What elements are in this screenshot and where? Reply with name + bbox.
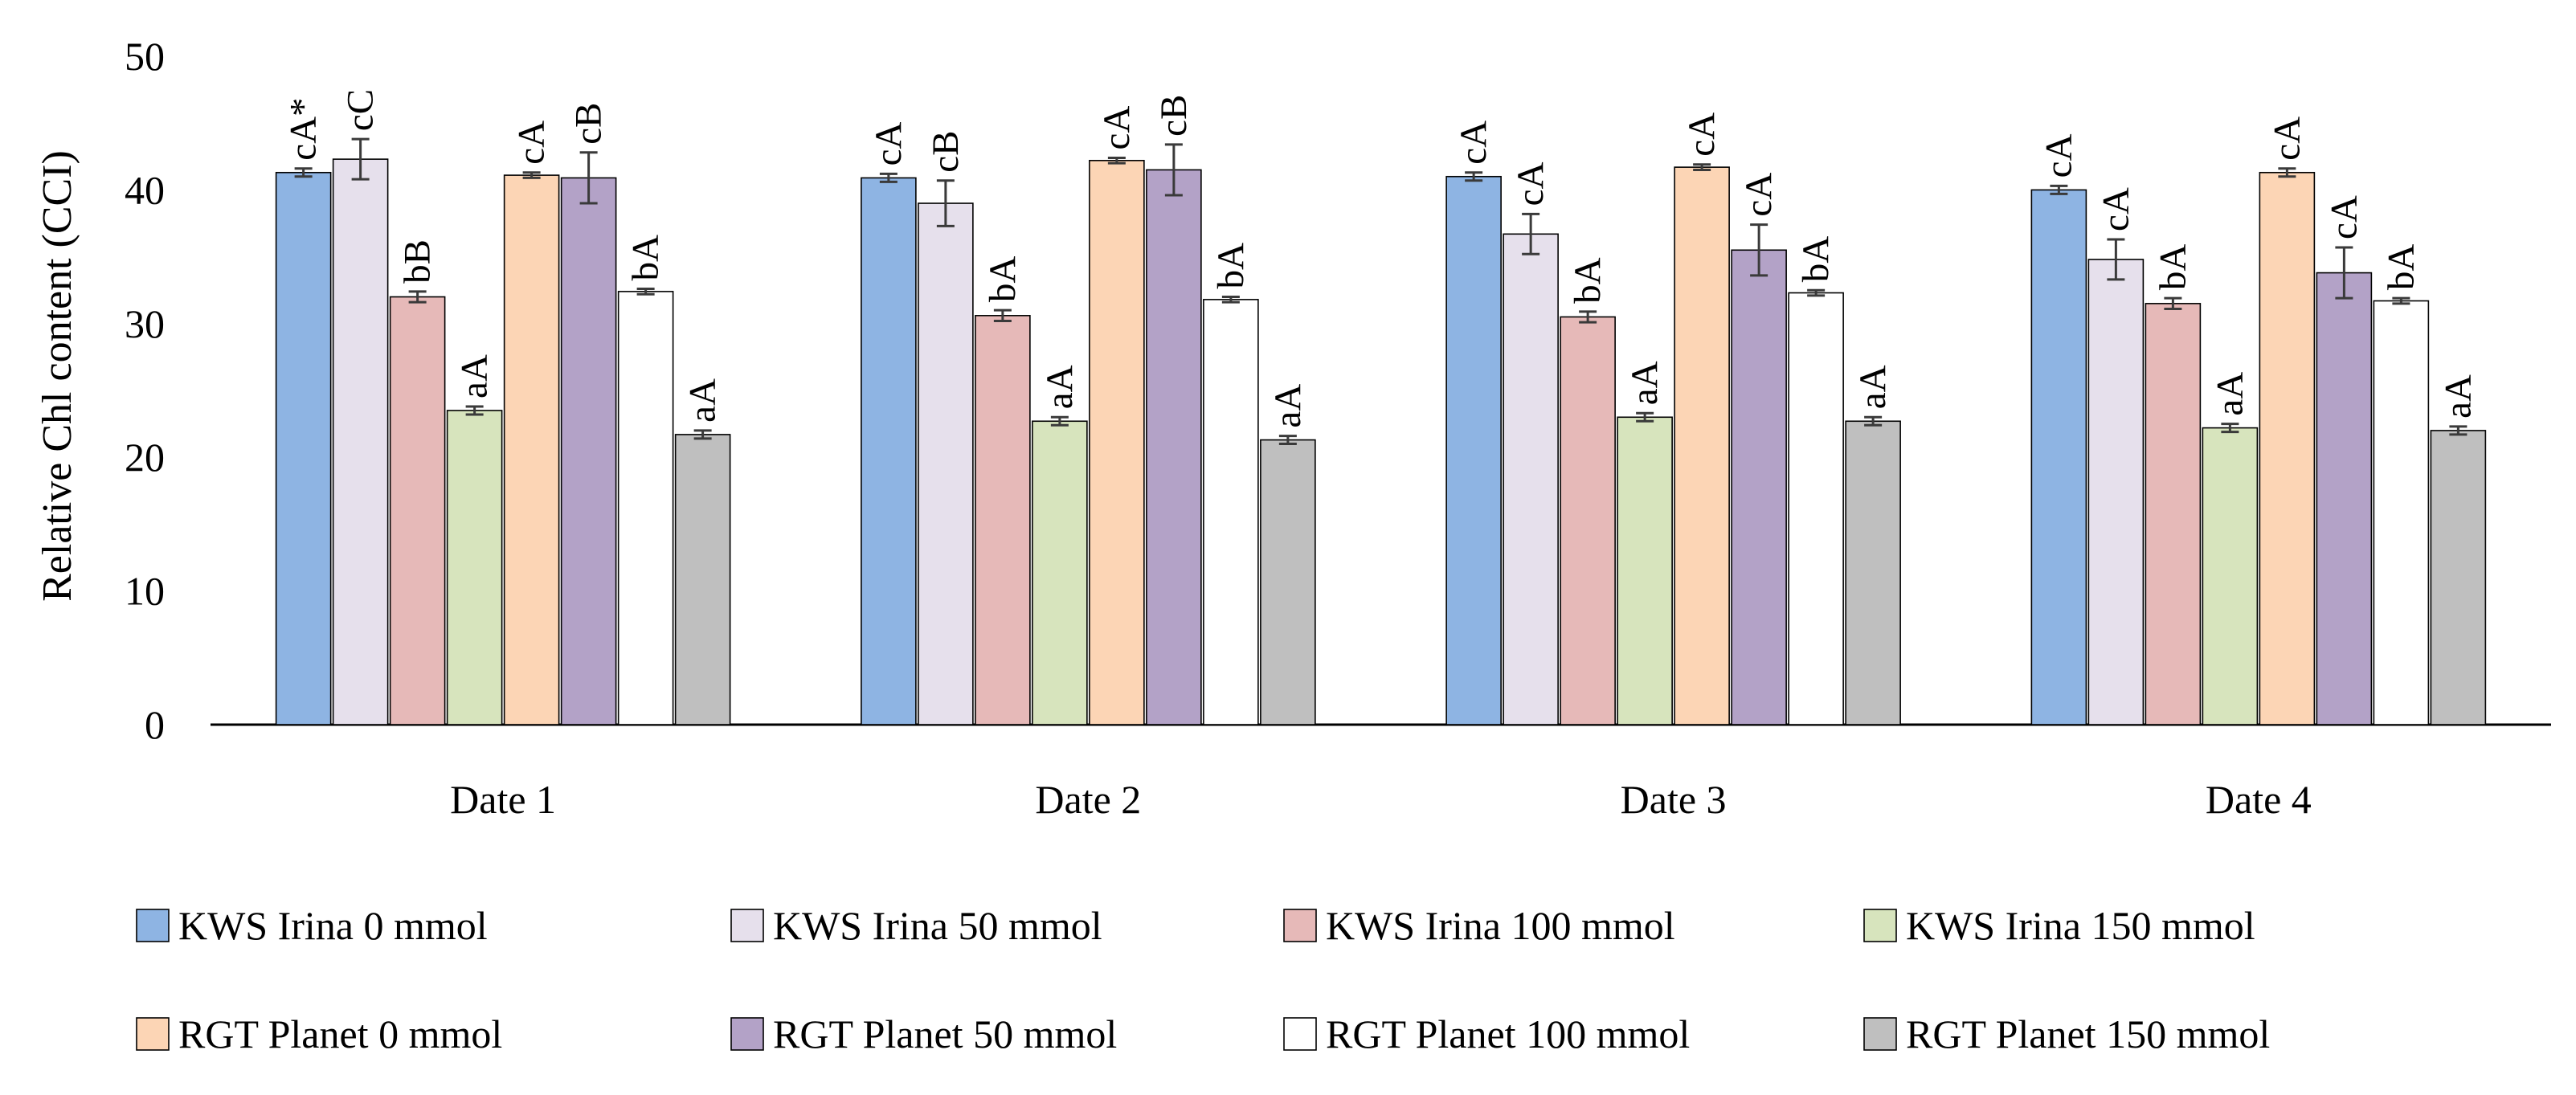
y-tick-label: 40 bbox=[125, 167, 165, 212]
data-label: cA bbox=[2323, 195, 2365, 239]
bar bbox=[2202, 427, 2259, 725]
data-label: aA bbox=[2437, 374, 2479, 419]
bar bbox=[2087, 259, 2145, 725]
legend-item-label: KWS Irina 100 mmol bbox=[1326, 903, 1675, 948]
bar bbox=[2259, 171, 2316, 725]
data-label: cB bbox=[1153, 95, 1195, 137]
bar bbox=[1089, 159, 1145, 725]
data-label: bA bbox=[2152, 244, 2194, 291]
bar bbox=[2030, 189, 2087, 725]
data-label: aA bbox=[2209, 372, 2251, 416]
bar bbox=[560, 177, 617, 725]
data-label: bB bbox=[397, 239, 439, 284]
bar bbox=[1445, 175, 1502, 725]
bar bbox=[617, 291, 674, 725]
legend-swatch bbox=[1283, 909, 1317, 942]
data-label: cA bbox=[868, 122, 910, 166]
y-tick-label: 0 bbox=[145, 702, 165, 747]
legend-item-label: RGT Planet 50 mmol bbox=[773, 1011, 1117, 1056]
data-label: bA bbox=[625, 235, 667, 281]
data-label: cA bbox=[2095, 187, 2136, 231]
bar bbox=[2316, 272, 2373, 725]
data-label: cA bbox=[1510, 161, 1552, 206]
data-label: cA bbox=[2266, 116, 2308, 161]
legend-swatch bbox=[730, 909, 764, 942]
legend-swatch bbox=[1863, 1017, 1897, 1051]
bar bbox=[1560, 316, 1616, 725]
x-tick-label: Date 2 bbox=[1035, 777, 1141, 822]
data-label: bA bbox=[982, 256, 1024, 303]
data-label: cB bbox=[925, 131, 967, 173]
bar bbox=[2430, 430, 2487, 725]
bar bbox=[275, 171, 332, 725]
y-tick-label: 20 bbox=[125, 435, 165, 480]
legend-item-label: KWS Irina 50 mmol bbox=[773, 903, 1102, 948]
bar bbox=[2145, 303, 2202, 725]
legend-swatch bbox=[730, 1017, 764, 1051]
legend-swatch bbox=[1283, 1017, 1317, 1051]
data-label: cA bbox=[1096, 106, 1138, 150]
data-label: cC bbox=[340, 89, 382, 131]
bar bbox=[918, 202, 974, 725]
y-axis-label: Relative Chl content (CCI) bbox=[35, 150, 80, 602]
legend-item-label: RGT Planet 150 mmol bbox=[1906, 1011, 2270, 1056]
bar bbox=[1617, 416, 1673, 725]
data-label: bA bbox=[2380, 244, 2422, 291]
bar bbox=[389, 296, 446, 725]
bar bbox=[861, 177, 917, 725]
legend-item-label: KWS Irina 0 mmol bbox=[178, 903, 488, 948]
y-tick-label: 50 bbox=[125, 34, 165, 79]
legend-item-label: KWS Irina 150 mmol bbox=[1906, 903, 2255, 948]
y-tick-label: 10 bbox=[125, 569, 165, 614]
bar bbox=[674, 434, 731, 725]
data-label: aA bbox=[1624, 361, 1666, 405]
x-tick-label: Date 1 bbox=[450, 777, 556, 822]
bar bbox=[1203, 299, 1259, 725]
bar bbox=[503, 174, 560, 725]
data-label: aA bbox=[682, 378, 724, 423]
bar bbox=[1845, 420, 1901, 725]
data-label: cA* bbox=[283, 97, 325, 160]
bar bbox=[1788, 292, 1844, 725]
data-label: aA bbox=[1267, 384, 1309, 428]
x-tick-label: Date 4 bbox=[2206, 777, 2312, 822]
data-label: aA bbox=[1039, 365, 1081, 409]
bar bbox=[446, 410, 503, 725]
data-label: cA bbox=[1681, 112, 1723, 157]
data-label: aA bbox=[454, 354, 496, 398]
legend-item-label: RGT Planet 100 mmol bbox=[1326, 1011, 1690, 1056]
data-label: aA bbox=[1852, 365, 1894, 409]
data-label: bA bbox=[1567, 257, 1609, 304]
data-label: cA bbox=[1453, 121, 1494, 165]
bar bbox=[1032, 420, 1088, 725]
bar bbox=[975, 315, 1031, 725]
data-label: bA bbox=[1210, 243, 1252, 289]
legend-swatch bbox=[1863, 909, 1897, 942]
y-tick-label: 30 bbox=[125, 301, 165, 346]
legend-swatch bbox=[136, 1017, 170, 1051]
data-label: cA bbox=[2038, 134, 2079, 178]
legend-item-label: RGT Planet 0 mmol bbox=[178, 1011, 502, 1056]
data-label: cB bbox=[568, 103, 610, 145]
data-label: bA bbox=[1795, 236, 1837, 283]
bar bbox=[2373, 300, 2430, 725]
legend-swatch bbox=[136, 909, 170, 942]
bar bbox=[1674, 166, 1730, 725]
bar bbox=[1260, 439, 1316, 725]
bar bbox=[332, 158, 389, 725]
bar bbox=[1731, 249, 1787, 725]
x-tick-label: Date 3 bbox=[1621, 777, 1727, 822]
bar bbox=[1503, 233, 1559, 725]
data-label: cA bbox=[1738, 173, 1780, 217]
bar bbox=[1146, 169, 1202, 725]
data-label: cA bbox=[511, 121, 553, 165]
